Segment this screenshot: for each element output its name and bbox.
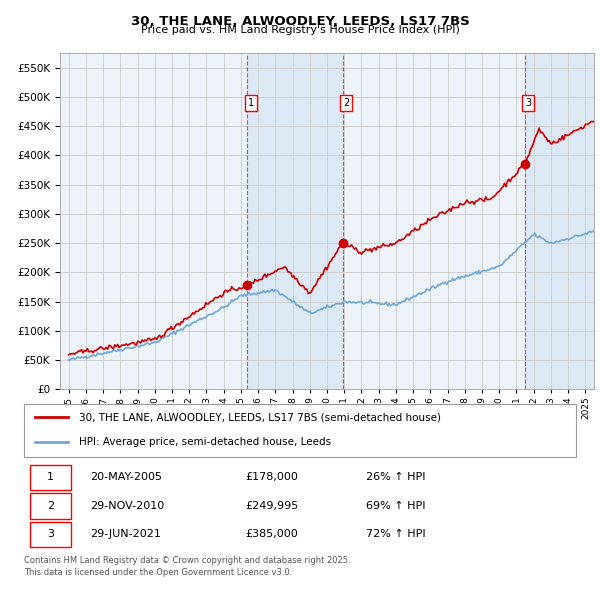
Text: £178,000: £178,000 — [245, 473, 298, 483]
Text: 3: 3 — [526, 98, 532, 108]
FancyBboxPatch shape — [29, 493, 71, 519]
Text: 30, THE LANE, ALWOODLEY, LEEDS, LS17 7BS: 30, THE LANE, ALWOODLEY, LEEDS, LS17 7BS — [131, 15, 469, 28]
FancyBboxPatch shape — [24, 404, 576, 457]
Text: 2: 2 — [343, 98, 349, 108]
Text: Contains HM Land Registry data © Crown copyright and database right 2025.
This d: Contains HM Land Registry data © Crown c… — [24, 556, 350, 576]
Text: HPI: Average price, semi-detached house, Leeds: HPI: Average price, semi-detached house,… — [79, 437, 331, 447]
Text: £385,000: £385,000 — [245, 529, 298, 539]
Text: 69% ↑ HPI: 69% ↑ HPI — [366, 501, 426, 511]
Text: 29-NOV-2010: 29-NOV-2010 — [90, 501, 164, 511]
Text: 2: 2 — [47, 501, 54, 511]
Text: 30, THE LANE, ALWOODLEY, LEEDS, LS17 7BS (semi-detached house): 30, THE LANE, ALWOODLEY, LEEDS, LS17 7BS… — [79, 412, 441, 422]
FancyBboxPatch shape — [29, 522, 71, 548]
FancyBboxPatch shape — [29, 464, 71, 490]
Text: 29-JUN-2021: 29-JUN-2021 — [90, 529, 161, 539]
Text: 26% ↑ HPI: 26% ↑ HPI — [366, 473, 426, 483]
Bar — [525, 53, 594, 389]
Text: 20-MAY-2005: 20-MAY-2005 — [90, 473, 162, 483]
Text: Price paid vs. HM Land Registry's House Price Index (HPI): Price paid vs. HM Land Registry's House … — [140, 25, 460, 35]
Text: 72% ↑ HPI: 72% ↑ HPI — [366, 529, 426, 539]
Text: 3: 3 — [47, 529, 54, 539]
Text: £249,995: £249,995 — [245, 501, 298, 511]
Bar — [247, 53, 343, 389]
Text: 1: 1 — [248, 98, 254, 108]
Text: 1: 1 — [47, 473, 54, 483]
